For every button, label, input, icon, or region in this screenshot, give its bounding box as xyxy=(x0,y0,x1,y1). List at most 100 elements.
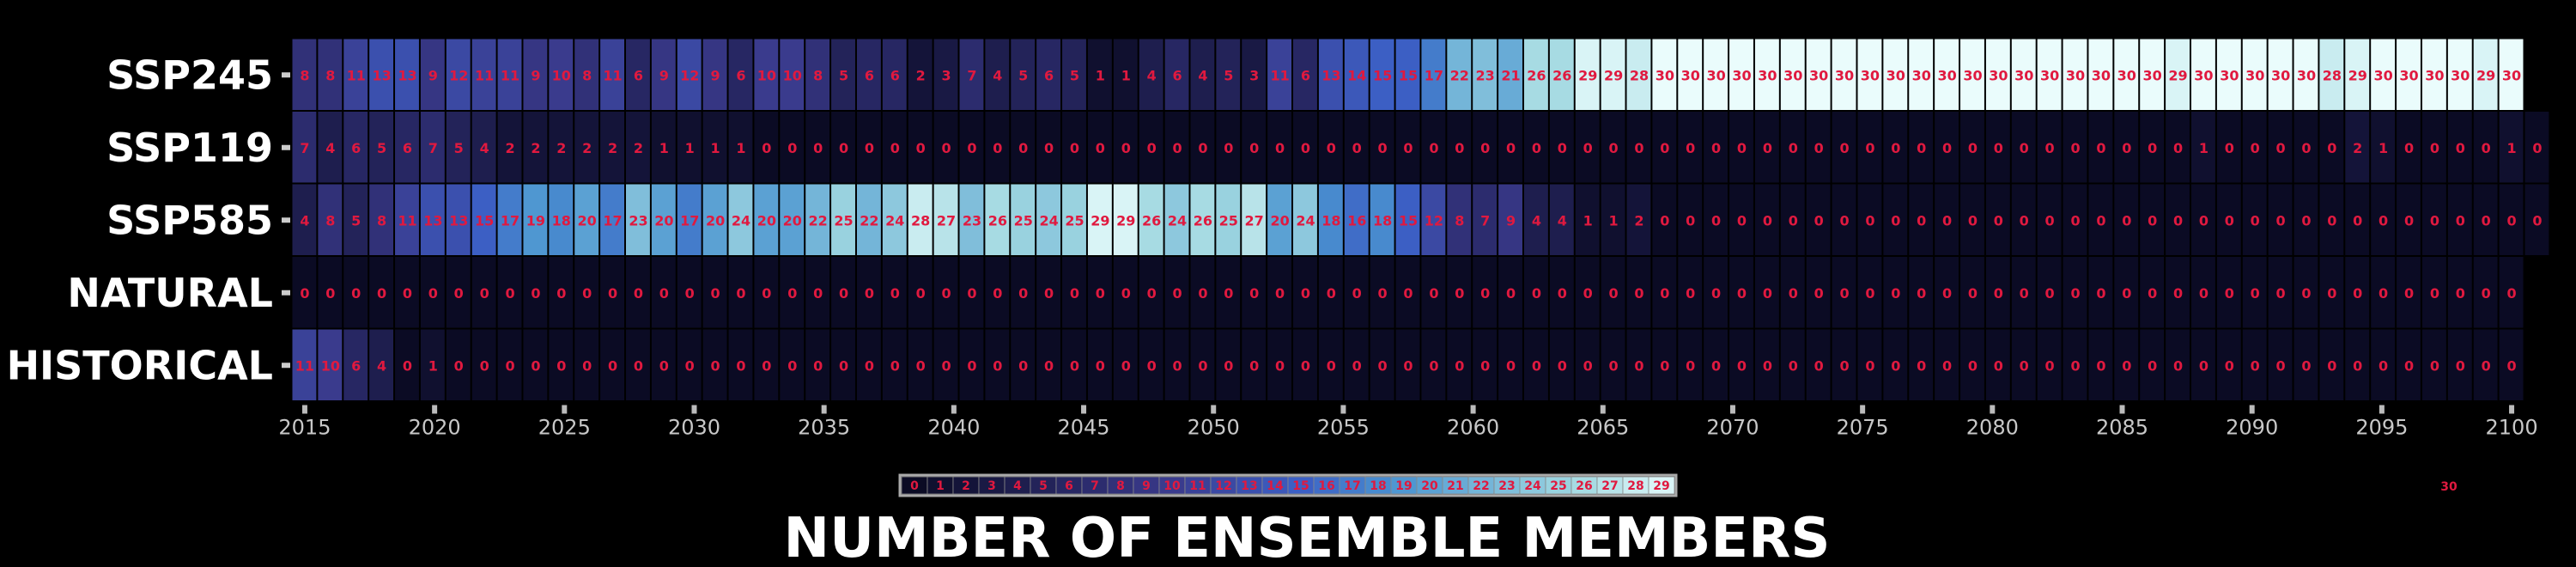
heatmap-cell xyxy=(1394,38,1421,111)
cell-value-label: 17 xyxy=(603,212,622,229)
cell-value-label: 0 xyxy=(1249,285,1259,302)
heatmap-cell xyxy=(1267,328,1293,401)
heatmap-cell xyxy=(855,256,882,329)
heatmap-cell xyxy=(2241,256,2268,329)
cell-value-label: 6 xyxy=(1172,67,1182,83)
x-tick-mark xyxy=(1729,405,1735,414)
heatmap-cell xyxy=(1574,328,1601,401)
cell-value-label: 11 xyxy=(398,212,416,229)
heatmap-cell xyxy=(317,328,343,401)
colorbar-label: 8 xyxy=(1116,479,1125,493)
heatmap-cell xyxy=(317,111,343,184)
colorbar-label: 0 xyxy=(910,479,919,493)
heatmap-cell xyxy=(1908,111,1935,184)
cell-value-label: 11 xyxy=(1270,67,1289,83)
heatmap-cell xyxy=(522,111,549,184)
heatmap-cell xyxy=(1753,256,1780,329)
x-tick-label: 2100 xyxy=(2486,416,2538,440)
cell-value-label: 0 xyxy=(1455,285,1464,302)
cell-value-label: 30 xyxy=(1681,67,1700,83)
x-tick-mark xyxy=(2379,405,2385,414)
heatmap-cell xyxy=(2165,328,2190,401)
row-tick xyxy=(282,217,290,223)
heatmap-cell xyxy=(1548,38,1575,111)
cell-value-label: 0 xyxy=(582,285,592,302)
cell-value-label: 0 xyxy=(1763,212,1772,229)
heatmap-cell xyxy=(702,183,728,256)
heatmap-cell xyxy=(291,183,318,256)
heatmap-cell xyxy=(2010,111,2037,184)
heatmap-cell xyxy=(2139,328,2166,401)
heatmap-cell xyxy=(291,328,318,401)
heatmap-cell xyxy=(753,328,780,401)
heatmap-cell xyxy=(1831,183,1857,256)
heatmap-cell xyxy=(881,256,908,329)
cell-value-label: 26 xyxy=(988,212,1007,229)
x-tick-label: 2095 xyxy=(2355,416,2408,440)
heatmap-cell xyxy=(805,328,831,401)
heatmap-cell xyxy=(805,183,831,256)
cell-value-label: 0 xyxy=(1172,140,1182,156)
heatmap-cell xyxy=(368,183,395,256)
colorbar-label: 26 xyxy=(1576,479,1592,493)
heatmap-cell xyxy=(1138,111,1164,184)
row-label-ssp585: SSP585 xyxy=(106,197,273,243)
cell-value-label: 9 xyxy=(428,67,438,83)
cell-value-label: 0 xyxy=(2225,357,2234,374)
heatmap-cell xyxy=(1394,183,1421,256)
cell-value-label: 0 xyxy=(1480,285,1490,302)
cell-value-label: 2 xyxy=(556,140,566,156)
cell-value-label: 30 xyxy=(1861,67,1880,83)
heatmap-cell xyxy=(702,38,728,111)
heatmap-cell xyxy=(2139,183,2166,256)
cell-value-label: 0 xyxy=(1327,357,1336,374)
heatmap-cell xyxy=(419,328,446,401)
heatmap-cell xyxy=(2267,183,2293,256)
colorbar-swatch xyxy=(1648,476,1675,495)
cell-value-label: 0 xyxy=(608,285,617,302)
cell-value-label: 0 xyxy=(1814,285,1824,302)
colorbar-label: 27 xyxy=(1601,479,1618,493)
heatmap-cell xyxy=(984,183,1011,256)
x-tick-label: 2065 xyxy=(1577,416,1629,440)
cell-value-label: 13 xyxy=(372,67,391,83)
heatmap-cell xyxy=(1651,38,1678,111)
heatmap-cell xyxy=(1472,328,1498,401)
heatmap-cell xyxy=(1267,256,1293,329)
cell-value-label: 30 xyxy=(2143,67,2162,83)
cell-value-label: 0 xyxy=(890,357,900,374)
heatmap-cell xyxy=(727,38,754,111)
cell-value-label: 3 xyxy=(1249,67,1259,83)
cell-value-label: 0 xyxy=(1865,357,1874,374)
x-tick-mark xyxy=(1990,405,1996,414)
heatmap-cell xyxy=(2498,111,2524,184)
heatmap-cell xyxy=(1189,38,1216,111)
heatmap-cell xyxy=(2293,328,2319,401)
heatmap-cell xyxy=(1420,256,1447,329)
cell-value-label: 0 xyxy=(2276,140,2286,156)
heatmap-cell xyxy=(291,38,318,111)
cell-value-label: 17 xyxy=(501,212,519,229)
heatmap-cell xyxy=(1163,183,1190,256)
heatmap-cell xyxy=(1934,328,1960,401)
x-tick-label: 2055 xyxy=(1317,416,1370,440)
heatmap-cell xyxy=(471,111,497,184)
cell-value-label: 2 xyxy=(608,140,617,156)
cell-value-label: 0 xyxy=(1686,140,1695,156)
cell-value-label: 0 xyxy=(2148,285,2157,302)
cell-value-label: 0 xyxy=(1994,212,2003,229)
cell-value-label: 22 xyxy=(1450,67,1469,83)
cell-value-label: 30 xyxy=(1783,67,1802,83)
heatmap-cell xyxy=(1779,111,1806,184)
heatmap-cell xyxy=(2190,111,2216,184)
heatmap-cell xyxy=(2293,256,2319,329)
heatmap-cell xyxy=(1600,328,1626,401)
cell-value-label: 0 xyxy=(1224,357,1233,374)
cell-value-label: 0 xyxy=(1968,212,1978,229)
heatmap-cell xyxy=(2293,38,2319,111)
heatmap-cell xyxy=(2472,38,2499,111)
cell-value-label: 14 xyxy=(1347,67,1366,83)
x-tick-mark xyxy=(1860,405,1866,414)
cell-value-label: 0 xyxy=(2456,285,2465,302)
row-tick xyxy=(282,290,290,296)
